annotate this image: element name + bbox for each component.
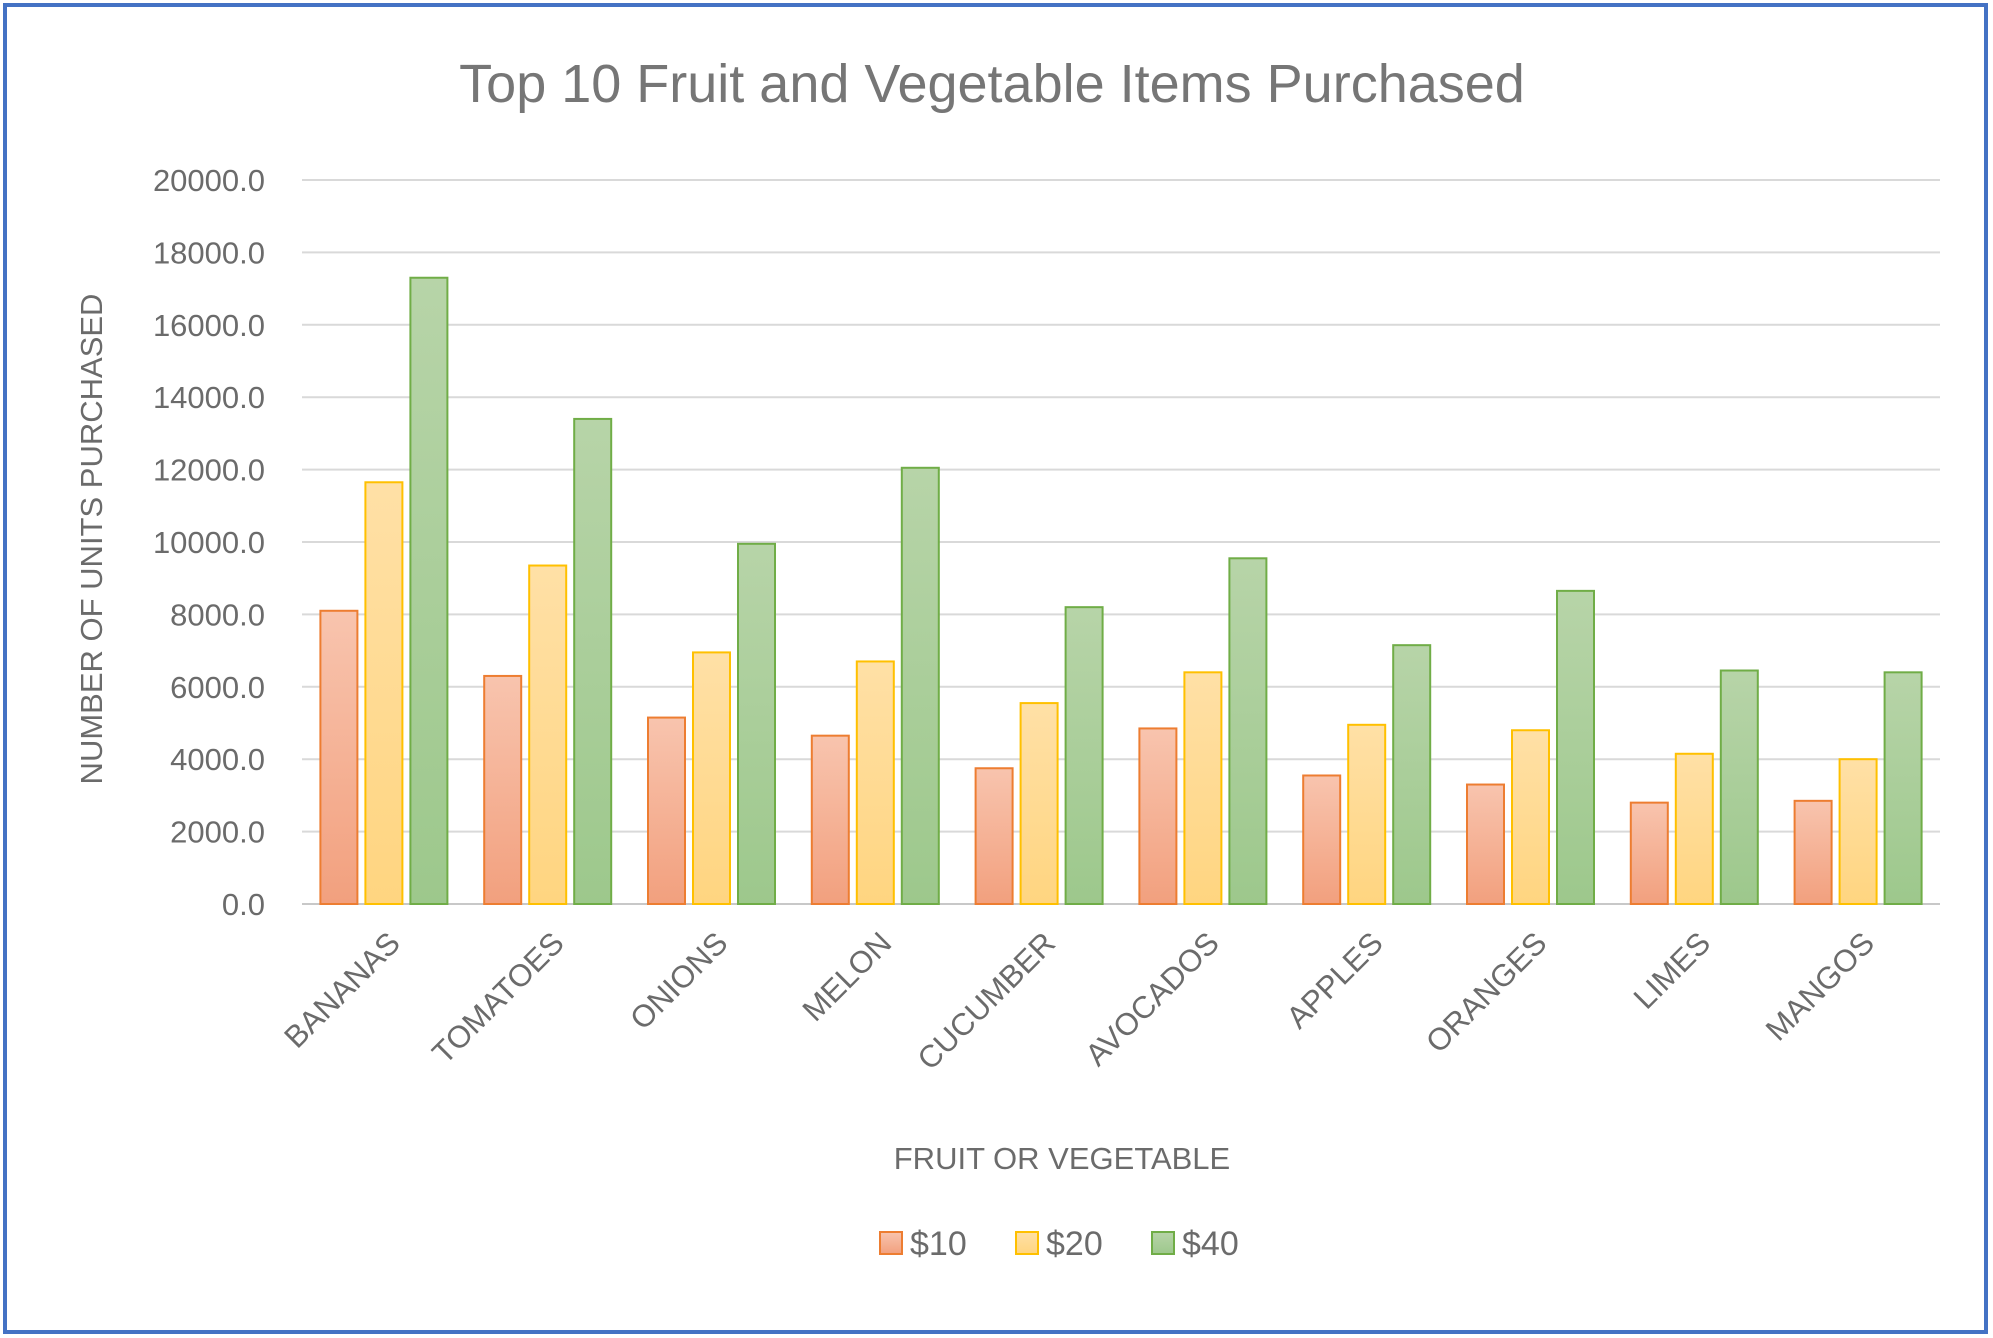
bar-cucumber-1 (974, 767, 1014, 905)
y-axis-title: NUMBER OF UNITS PURCHASED (74, 294, 109, 785)
bar-melon-3 (900, 466, 940, 905)
y-tick-label: 8000.0 (170, 597, 265, 632)
bar-bananas-1 (319, 609, 359, 906)
y-axis-ticks: 0.0 2000.0 4000.0 6000.0 8000.0 10000.0 12000.… (153, 163, 265, 922)
bar-mangos-1 (1793, 799, 1833, 906)
y-tick-label: 6000.0 (170, 670, 265, 705)
y-tick-label: 18000.0 (153, 235, 265, 270)
y-tick-label: 14000.0 (153, 380, 265, 415)
y-tick-label: 10000.0 (153, 525, 265, 560)
x-tick-label: MELON (796, 925, 899, 1028)
x-tick-label: AVOCADOS (1078, 925, 1225, 1072)
bar-avocados-2 (1183, 671, 1223, 905)
bar-limes-2 (1674, 752, 1714, 906)
x-tick-label: ONIONS (623, 925, 734, 1036)
bar-oranges-1 (1466, 783, 1505, 905)
y-tick-label: 0.0 (222, 887, 265, 922)
bar-tomatoes-2 (528, 564, 568, 906)
bar-bananas-3 (409, 276, 449, 905)
bar-oranges-3 (1556, 589, 1595, 905)
bar-chart: Top 10 Fruit and Vegetable Items Purchas… (74, 54, 1940, 1263)
x-axis-title: FRUIT OR VEGETABLE (894, 1141, 1230, 1176)
bar-onions-2 (692, 651, 731, 905)
x-tick-label: CUCUMBER (911, 925, 1062, 1076)
bar-avocados-1 (1138, 727, 1178, 905)
y-tick-label: 20000.0 (153, 163, 265, 198)
chart-title: Top 10 Fruit and Vegetable Items Purchas… (459, 54, 1525, 114)
bar-limes-1 (1629, 801, 1669, 906)
x-tick-label: BANANAS (277, 925, 407, 1055)
legend: $10 $20 $40 (879, 1225, 1239, 1263)
legend-swatch (1151, 1231, 1175, 1255)
legend-swatch (1015, 1231, 1039, 1255)
bar-apples-2 (1347, 723, 1387, 905)
bar-tomatoes-1 (483, 674, 523, 905)
bar-mangos-2 (1838, 758, 1878, 906)
y-tick-label: 16000.0 (153, 308, 265, 343)
x-tick-label: ORANGES (1419, 925, 1553, 1059)
x-tick-label: APPLES (1280, 925, 1390, 1035)
bar-mangos-3 (1883, 671, 1923, 905)
x-tick-label: MANGOS (1759, 925, 1881, 1047)
bar-melon-1 (810, 734, 850, 905)
bar-bananas-2 (364, 481, 404, 905)
bar-cucumber-3 (1064, 606, 1104, 905)
legend-swatch (879, 1231, 903, 1255)
legend-label: $40 (1182, 1225, 1239, 1263)
y-tick-label: 12000.0 (153, 453, 265, 488)
bars (319, 276, 1923, 906)
x-axis-categories: BANANAS TOMATOES ONIONS MELON CUCUMBER AVOCAD… (277, 925, 1881, 1076)
legend-label: $20 (1046, 1225, 1103, 1263)
legend-label: $10 (910, 1225, 967, 1263)
y-tick-label: 4000.0 (170, 742, 265, 777)
bar-tomatoes-3 (573, 417, 613, 905)
bar-onions-1 (647, 716, 686, 905)
bar-avocados-3 (1228, 557, 1268, 905)
y-tick-label: 2000.0 (170, 815, 265, 850)
bar-onions-3 (737, 542, 776, 905)
chart-frame: Top 10 Fruit and Vegetable Items Purchas… (3, 3, 1988, 1334)
x-tick-label: LIMES (1627, 925, 1718, 1016)
bar-limes-3 (1719, 669, 1759, 906)
bar-apples-3 (1392, 644, 1432, 905)
bar-cucumber-2 (1019, 702, 1059, 906)
x-tick-label: TOMATOES (425, 925, 570, 1070)
bar-oranges-2 (1511, 729, 1550, 905)
bar-melon-2 (855, 660, 895, 906)
bar-apples-1 (1302, 774, 1342, 905)
